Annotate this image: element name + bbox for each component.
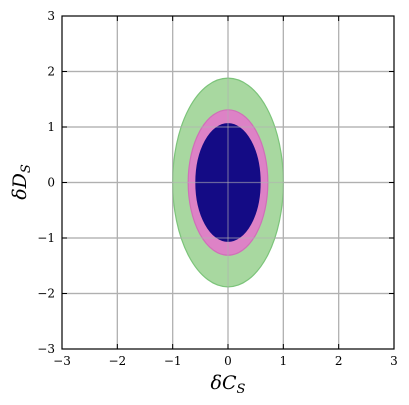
x-tick-label-5: 2 bbox=[335, 354, 343, 368]
y-tick-label-4: 1 bbox=[47, 120, 55, 134]
y-tick-label-6: 3 bbox=[47, 9, 55, 23]
x-tick-label-1: −2 bbox=[108, 354, 126, 368]
x-tick-label-4: 1 bbox=[280, 354, 288, 368]
x-tick-label-3: 0 bbox=[224, 354, 232, 368]
overlay-grid bbox=[62, 16, 394, 349]
x-axis-label-sub: S bbox=[237, 382, 246, 397]
x-tick-labels: −3 −2 −1 0 1 2 3 bbox=[53, 354, 398, 368]
y-tick-label-0: −3 bbox=[37, 342, 55, 356]
x-tick-label-6: 3 bbox=[390, 354, 398, 368]
y-tick-label-3: 0 bbox=[47, 176, 55, 190]
axis-ticks bbox=[61, 15, 395, 350]
x-tick-label-0: −3 bbox=[53, 354, 71, 368]
y-axis-label-sub: S bbox=[19, 164, 34, 173]
y-axis-label: δDS bbox=[9, 164, 34, 200]
y-tick-label-5: 2 bbox=[47, 65, 55, 79]
y-tick-label-2: −1 bbox=[37, 231, 55, 245]
y-tick-label-1: −2 bbox=[37, 287, 55, 301]
x-axis-label: δCS bbox=[211, 372, 246, 397]
x-tick-label-2: −1 bbox=[164, 354, 182, 368]
y-tick-labels: −3 −2 −1 0 1 2 3 bbox=[37, 9, 55, 356]
